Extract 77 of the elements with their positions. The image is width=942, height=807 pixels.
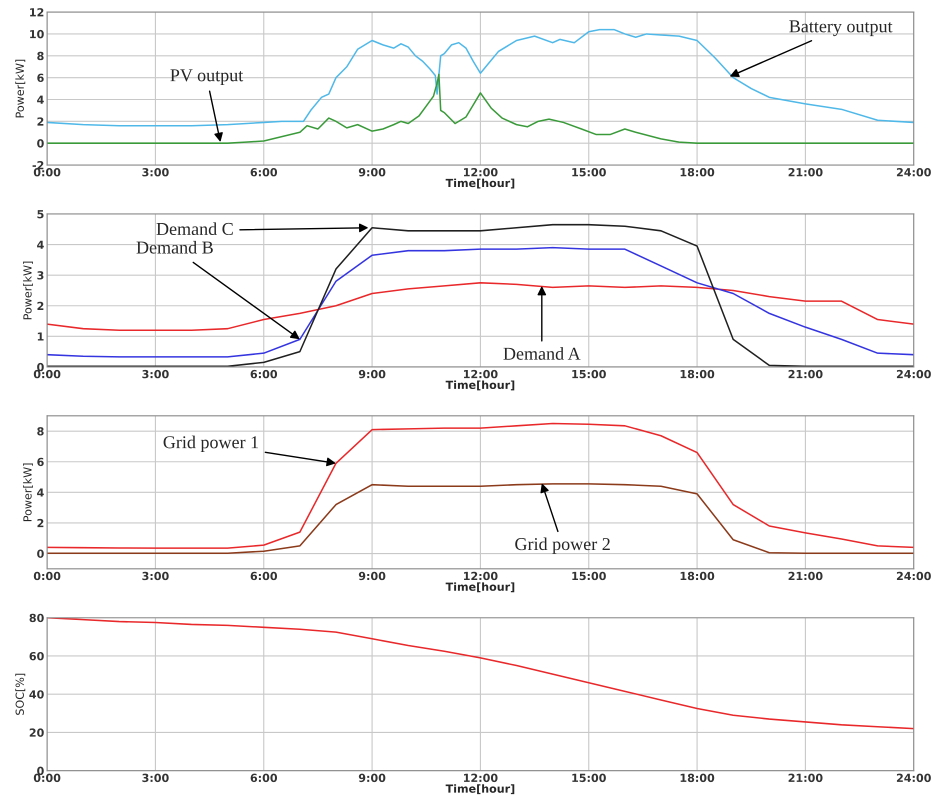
x-tick-label: 12:00 — [464, 572, 498, 580]
y-tick-label: 4 — [37, 96, 44, 104]
x-tick-label: 21:00 — [788, 168, 823, 176]
x-tick-label: 9:00 — [358, 572, 386, 580]
y-axis-title: SOC[%] — [15, 674, 26, 715]
x-axis-title: Time[hour] — [446, 178, 514, 188]
annotation: Demand C — [156, 222, 233, 236]
annotation: Grid power 2 — [515, 537, 610, 554]
x-tick-label: 6:00 — [250, 370, 278, 378]
x-tick-label: 15:00 — [572, 168, 606, 176]
x-tick-label: 21:00 — [788, 370, 823, 378]
y-tick-label: 6 — [37, 74, 44, 82]
y-tick-label: 3 — [37, 271, 44, 280]
x-tick-label: 15:00 — [572, 572, 606, 580]
y-tick-label: 0 — [37, 362, 44, 372]
x-tick-label: 0:00 — [34, 774, 60, 782]
x-axis-title: Time[hour] — [446, 380, 514, 390]
y-tick-label: 1 — [38, 332, 44, 341]
annotation: Grid power 1 — [164, 436, 258, 452]
y-tick-label: 5 — [37, 210, 44, 218]
y-tick-label: 12 — [30, 8, 44, 16]
y-tick-label: 2 — [37, 518, 44, 528]
x-tick-label: 3:00 — [142, 168, 169, 176]
annotation: Demand B — [136, 240, 213, 254]
x-tick-label: 12:00 — [464, 168, 498, 176]
x-tick-label: 6:00 — [250, 572, 278, 580]
x-tick-label: 24:00 — [896, 370, 931, 378]
x-tick-label: 18:00 — [680, 774, 714, 782]
y-tick-label: 60 — [30, 652, 44, 660]
x-tick-label: 12:00 — [464, 774, 498, 782]
x-axis-title: Time[hour] — [446, 784, 514, 794]
y-tick-label: 0 — [37, 766, 44, 776]
x-tick-label: 21:00 — [788, 774, 823, 782]
y-tick-label: 2 — [37, 302, 44, 310]
x-tick-label: 9:00 — [358, 370, 386, 378]
x-axis-title: Time[hour] — [446, 582, 514, 592]
x-tick-label: 24:00 — [896, 774, 931, 782]
y-axis-title: Power[kW] — [23, 463, 33, 522]
x-tick-label: 6:00 — [250, 774, 278, 782]
y-tick-label: 0 — [37, 549, 44, 558]
y-tick-label: 4 — [37, 240, 44, 249]
x-tick-label: 24:00 — [896, 168, 931, 176]
annotation: PV output — [170, 69, 244, 86]
x-tick-label: 18:00 — [680, 370, 714, 378]
y-tick-label: 8 — [37, 52, 44, 60]
y-axis-title: Power[kW] — [23, 262, 33, 320]
x-tick-label: 18:00 — [680, 572, 714, 580]
x-tick-label: 15:00 — [572, 370, 606, 378]
line-series — [47, 483, 914, 554]
x-tick-label: 9:00 — [358, 168, 386, 176]
y-tick-label: -2 — [32, 161, 44, 170]
x-tick-label: 12:00 — [464, 370, 498, 378]
y-tick-label: 8 — [37, 427, 44, 436]
x-tick-label: 0:00 — [34, 370, 60, 378]
annotation: Demand A — [503, 347, 581, 360]
y-tick-label: 2 — [37, 117, 44, 126]
y-tick-label: 40 — [29, 690, 44, 699]
x-tick-label: 3:00 — [142, 370, 169, 378]
x-tick-label: 3:00 — [142, 572, 169, 580]
x-tick-label: 24:00 — [896, 572, 931, 580]
y-tick-label: 4 — [37, 488, 44, 497]
x-tick-label: 9:00 — [358, 774, 386, 782]
line-series — [47, 282, 914, 331]
x-tick-label: 0:00 — [34, 572, 60, 580]
y-tick-label: 6 — [37, 458, 44, 466]
annotation: Battery output — [789, 20, 892, 36]
y-tick-label: 0 — [37, 139, 44, 148]
x-tick-label: 21:00 — [788, 572, 823, 580]
x-tick-label: 0:00 — [34, 168, 60, 176]
x-tick-label: 6:00 — [250, 168, 278, 176]
x-tick-label: 15:00 — [572, 774, 606, 782]
y-tick-label: 20 — [30, 728, 44, 737]
x-tick-label: 18:00 — [680, 168, 714, 176]
y-axis-title: Power[kW] — [15, 60, 26, 118]
x-tick-label: 3:00 — [142, 774, 169, 782]
y-tick-label: 10 — [30, 30, 44, 38]
y-tick-label: 80 — [30, 614, 44, 622]
